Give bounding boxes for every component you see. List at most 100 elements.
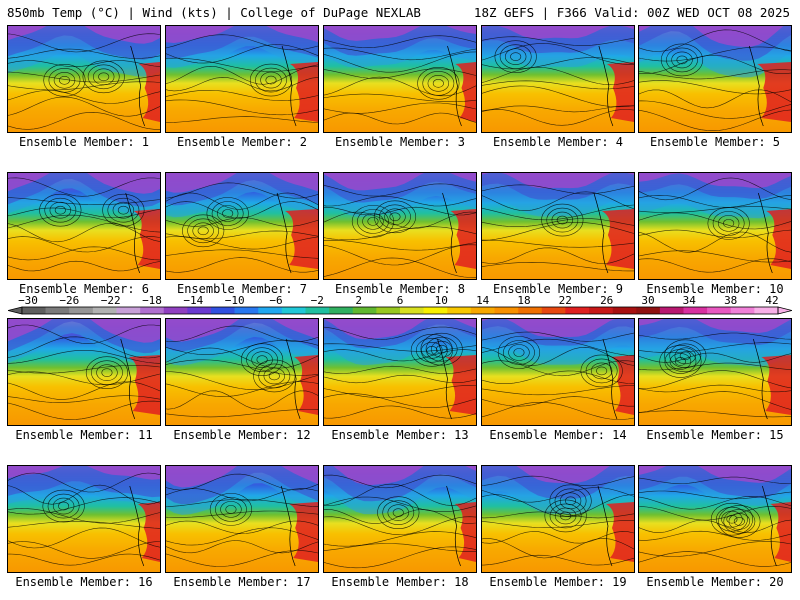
temperature-field <box>482 319 634 425</box>
colorbar-tick-label: 38 <box>724 294 737 307</box>
ensemble-member-label: Ensemble Member: 12 <box>173 428 311 442</box>
temperature-field <box>324 173 476 279</box>
colorbar-tick-label: 10 <box>435 294 448 307</box>
temperature-field <box>639 26 791 132</box>
ensemble-member-map <box>323 25 477 133</box>
ensemble-member-map <box>7 318 161 426</box>
ensemble-member-map <box>638 172 792 280</box>
ensemble-member-label: Ensemble Member: 1 <box>18 135 150 149</box>
colorbar-swatch <box>352 307 377 314</box>
ensemble-member-label: Ensemble Member: 2 <box>176 135 308 149</box>
colorbar-tick-label: −30 <box>18 294 38 307</box>
temperature-field <box>166 319 318 425</box>
ensemble-member-map <box>165 25 319 133</box>
colorbar-swatch <box>376 307 401 314</box>
ensemble-member-map <box>481 25 635 133</box>
colorbar-tick-label: 14 <box>476 294 490 307</box>
colorbar-tick-label: 22 <box>559 294 572 307</box>
temperature-field <box>8 173 160 279</box>
colorbar-right-arrow <box>777 306 792 315</box>
ensemble-member-map <box>638 318 792 426</box>
temperature-field <box>639 173 791 279</box>
colorbar-tick-label: −14 <box>183 294 203 307</box>
ensemble-member-label: Ensemble Member: 19 <box>489 575 627 589</box>
colorbar-tick-label: 34 <box>683 294 697 307</box>
temperature-field <box>166 26 318 132</box>
temperature-field <box>324 319 476 425</box>
ensemble-member-map <box>165 318 319 426</box>
ensemble-member-map <box>638 465 792 573</box>
colorbar-swatch <box>541 307 566 314</box>
colorbar-swatch <box>683 307 708 314</box>
ensemble-member-map <box>165 172 319 280</box>
run-info: 18Z GEFS | F366 Valid: 00Z WED OCT 08 20… <box>473 5 790 20</box>
ensemble-member-label: Ensemble Member: 10 <box>646 282 784 296</box>
colorbar-tick-label: 30 <box>641 294 654 307</box>
temperature-colorbar: −30 −26 −22 −18 −14 −10 −6 −2 2 6 10 14 18 22 26 30 34 38… <box>8 294 792 315</box>
temperature-field <box>482 466 634 572</box>
ensemble-member-map <box>481 318 635 426</box>
colorbar-tick-label: 42 <box>765 294 778 307</box>
colorbar-tick-label: −22 <box>101 294 121 307</box>
ensemble-member-label: Ensemble Member: 18 <box>331 575 469 589</box>
temperature-field <box>8 319 160 425</box>
colorbar-swatch <box>92 307 117 314</box>
colorbar-swatch <box>494 307 519 314</box>
colorbar-swatch <box>69 307 94 314</box>
colorbar-swatch <box>234 307 259 314</box>
ensemble-member-map <box>323 318 477 426</box>
colorbar-tick-label: −18 <box>142 294 162 307</box>
colorbar-tick-label: 6 <box>397 294 404 307</box>
colorbar-swatch <box>22 307 46 314</box>
temperature-field <box>639 319 791 425</box>
ensemble-member-map <box>481 465 635 573</box>
colorbar-swatch <box>659 307 684 314</box>
colorbar-swatch <box>140 307 165 314</box>
ensemble-member-label: Ensemble Member: 9 <box>492 282 624 296</box>
colorbar-swatch <box>163 307 188 314</box>
ensemble-member-label: Ensemble Member: 14 <box>489 428 627 442</box>
colorbar-swatch <box>211 307 235 314</box>
temperature-field <box>324 466 476 572</box>
colorbar-swatch <box>754 307 779 314</box>
colorbar-swatch <box>258 307 283 314</box>
ensemble-member-map <box>323 465 477 573</box>
ensemble-member-map <box>165 465 319 573</box>
colorbar-tick-label: −6 <box>269 294 282 307</box>
temperature-field <box>8 466 160 572</box>
colorbar-swatch <box>518 307 543 314</box>
temperature-field <box>166 173 318 279</box>
colorbar-swatch <box>116 307 141 314</box>
colorbar-swatch <box>423 307 448 314</box>
colorbar-swatch <box>730 307 755 314</box>
colorbar-swatch <box>305 307 330 314</box>
ensemble-member-label: Ensemble Member: 7 <box>176 282 308 296</box>
ensemble-member-label: Ensemble Member: 15 <box>646 428 784 442</box>
colorbar-tick-label: 18 <box>517 294 530 307</box>
temperature-field <box>482 26 634 132</box>
colorbar-swatch <box>470 307 495 314</box>
colorbar-swatch <box>447 307 472 314</box>
ensemble-member-label: Ensemble Member: 11 <box>15 428 153 442</box>
colorbar-swatch <box>707 307 732 314</box>
temperature-field <box>166 466 318 572</box>
map-title: 850mb Temp (°C) | Wind (kts) | College o… <box>7 5 421 20</box>
ensemble-member-label: Ensemble Member: 5 <box>649 135 781 149</box>
ensemble-member-map <box>481 172 635 280</box>
ensemble-member-map <box>7 465 161 573</box>
ensemble-member-map <box>638 25 792 133</box>
colorbar-tick-label: 2 <box>355 294 362 307</box>
ensemble-member-label: Ensemble Member: 17 <box>173 575 311 589</box>
ensemble-member-map <box>323 172 477 280</box>
colorbar-swatch <box>565 307 590 314</box>
colorbar-tick-label: −10 <box>225 294 245 307</box>
temperature-field <box>639 466 791 572</box>
ensemble-member-label: Ensemble Member: 8 <box>334 282 466 296</box>
ensemble-member-label: Ensemble Member: 13 <box>331 428 469 442</box>
ensemble-member-map <box>7 172 161 280</box>
colorbar-swatch <box>400 307 424 314</box>
colorbar-swatch <box>612 307 637 314</box>
colorbar-left-arrow <box>8 306 23 315</box>
colorbar-swatch <box>187 307 212 314</box>
colorbar-tick-label: −26 <box>59 294 79 307</box>
